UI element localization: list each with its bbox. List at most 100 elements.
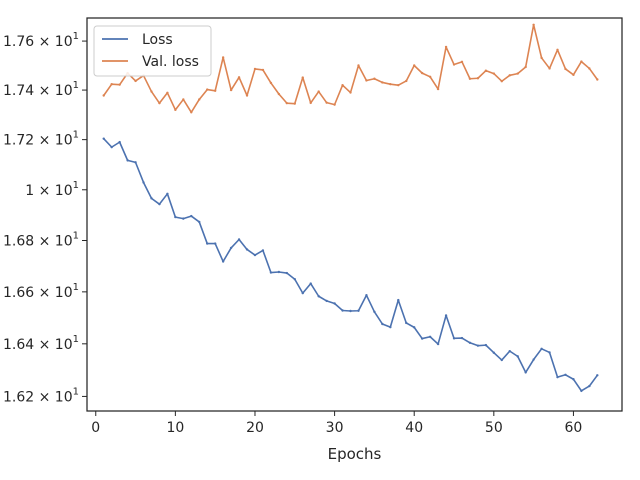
data-point-val-loss <box>389 82 392 86</box>
data-point-loss <box>237 238 241 241</box>
data-point-val-loss <box>444 45 448 49</box>
data-point-val-loss <box>269 81 273 85</box>
data-point-val-loss <box>484 69 488 72</box>
data-point-val-loss <box>508 74 511 77</box>
data-point-loss <box>365 294 368 297</box>
data-point-loss <box>444 314 448 317</box>
data-point-val-loss <box>182 98 185 101</box>
data-point-loss <box>198 220 201 224</box>
data-point-val-loss <box>381 81 384 84</box>
data-point-loss <box>285 271 289 275</box>
data-point-loss <box>261 249 265 252</box>
data-point-loss <box>428 335 432 338</box>
data-point-loss <box>158 202 161 206</box>
data-point-loss <box>436 342 440 346</box>
data-point-val-loss <box>221 56 225 59</box>
data-point-loss <box>317 295 320 298</box>
data-point-loss <box>182 217 185 220</box>
data-point-val-loss <box>253 67 257 71</box>
data-point-loss <box>301 291 304 295</box>
y-tick-label: 1 × 101 <box>25 180 79 199</box>
data-point-loss <box>269 271 273 274</box>
series-points-val-loss <box>102 23 599 114</box>
y-tick-label: 1.68 × 101 <box>3 231 79 250</box>
x-axis-title: Epochs <box>328 445 382 463</box>
data-point-val-loss <box>333 103 336 106</box>
legend-label: Loss <box>142 32 173 48</box>
data-point-val-loss <box>317 90 320 93</box>
data-point-loss <box>341 309 344 312</box>
data-point-val-loss <box>500 80 503 83</box>
data-point-val-loss <box>397 83 400 87</box>
data-point-loss <box>572 378 575 381</box>
data-point-val-loss <box>405 79 408 83</box>
data-point-val-loss <box>198 98 201 101</box>
data-point-val-loss <box>213 89 217 93</box>
data-point-loss <box>405 321 408 325</box>
data-point-val-loss <box>325 101 328 104</box>
data-point-loss <box>468 341 472 344</box>
y-tick-label: 1.62 × 101 <box>3 386 79 405</box>
data-point-loss <box>381 322 384 326</box>
data-point-val-loss <box>428 75 432 78</box>
data-point-val-loss <box>174 108 177 112</box>
data-point-loss <box>588 384 591 388</box>
data-point-loss <box>532 358 535 361</box>
data-point-val-loss <box>540 56 543 60</box>
data-point-loss <box>500 358 503 362</box>
data-point-loss <box>110 145 113 149</box>
data-point-loss <box>420 337 424 340</box>
data-point-loss <box>540 347 543 350</box>
x-tick-label: 20 <box>246 420 264 436</box>
data-point-loss <box>508 349 511 353</box>
data-point-val-loss <box>476 77 480 80</box>
plot-area-frame <box>86 17 623 412</box>
series-points-loss <box>102 137 599 393</box>
data-point-loss <box>516 355 519 358</box>
data-point-val-loss <box>190 111 193 114</box>
data-point-val-loss <box>309 101 312 105</box>
data-point-loss <box>309 282 312 285</box>
legend-label: Val. loss <box>142 54 199 70</box>
x-tick-label: 10 <box>166 420 184 436</box>
data-point-loss <box>126 159 129 162</box>
data-point-loss <box>452 337 456 340</box>
data-point-val-loss <box>460 60 464 64</box>
data-point-val-loss <box>206 88 209 91</box>
data-point-val-loss <box>492 72 496 75</box>
data-point-val-loss <box>293 102 296 105</box>
data-point-loss <box>413 326 416 329</box>
data-point-val-loss <box>588 67 591 70</box>
y-tick-label: 1.74 × 101 <box>3 80 79 99</box>
data-point-loss <box>277 270 281 274</box>
data-point-val-loss <box>532 23 535 26</box>
data-point-loss <box>492 351 496 354</box>
data-point-loss <box>206 242 209 245</box>
data-point-loss <box>357 309 360 312</box>
data-point-val-loss <box>436 87 440 91</box>
data-point-val-loss <box>134 79 137 83</box>
y-tick-label: 1.64 × 101 <box>3 334 79 353</box>
x-tick-label: 40 <box>405 420 423 436</box>
data-point-loss <box>373 310 376 313</box>
data-point-loss <box>174 215 177 219</box>
data-point-val-loss <box>150 90 153 93</box>
x-tick-label: 50 <box>485 420 503 436</box>
data-point-loss <box>484 343 488 347</box>
data-point-val-loss <box>261 68 265 72</box>
x-tick-label: 30 <box>326 420 344 436</box>
data-point-loss <box>460 336 464 340</box>
data-point-loss <box>118 140 121 144</box>
data-point-val-loss <box>102 94 105 97</box>
data-point-loss <box>221 260 225 263</box>
data-point-val-loss <box>118 83 121 86</box>
data-point-val-loss <box>373 77 376 80</box>
data-point-loss <box>229 246 233 250</box>
data-point-loss <box>150 197 153 200</box>
x-tick-label: 0 <box>91 420 100 436</box>
data-point-val-loss <box>229 88 233 92</box>
data-point-loss <box>389 325 392 329</box>
data-point-loss <box>476 344 480 347</box>
data-point-loss <box>213 242 217 245</box>
data-point-loss <box>102 137 105 140</box>
